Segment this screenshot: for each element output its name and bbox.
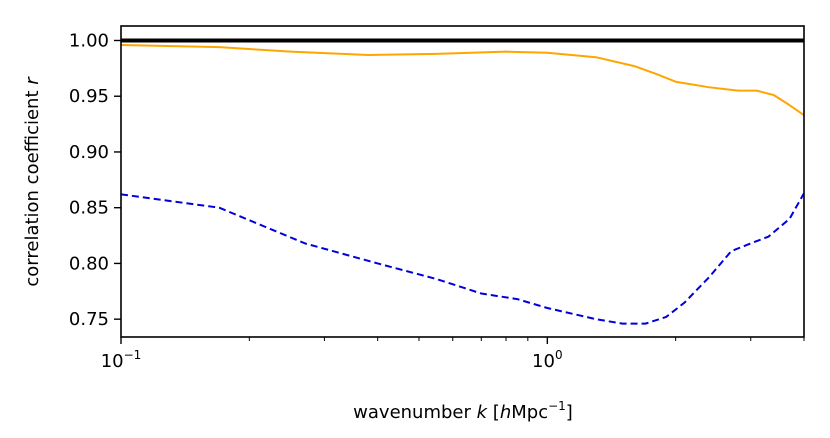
- y-tick-label: 1.00: [69, 30, 109, 51]
- x-axis-label: wavenumber k [hMpc−1]: [353, 399, 573, 423]
- y-axis-label: correlation coefficient r: [22, 76, 43, 287]
- series-line-2: [121, 192, 804, 325]
- y-axis-ticks: 0.75 0.80 0.85 0.90 0.95 1.00: [69, 30, 121, 330]
- y-tick-label: 0.75: [69, 309, 109, 330]
- plot-frame: [120, 25, 805, 338]
- y-tick-label: 0.80: [69, 253, 109, 274]
- x-tick-label: 100: [532, 348, 563, 372]
- x-tick-label: 10−1: [101, 348, 142, 372]
- y-tick-label: 0.95: [69, 86, 109, 107]
- series-line-1: [121, 43, 804, 117]
- x-axis-ticks: 10−1 100: [101, 337, 805, 372]
- y-tick-label: 0.85: [69, 198, 109, 219]
- series-layer: [121, 38, 804, 325]
- y-tick-label: 0.90: [69, 142, 109, 163]
